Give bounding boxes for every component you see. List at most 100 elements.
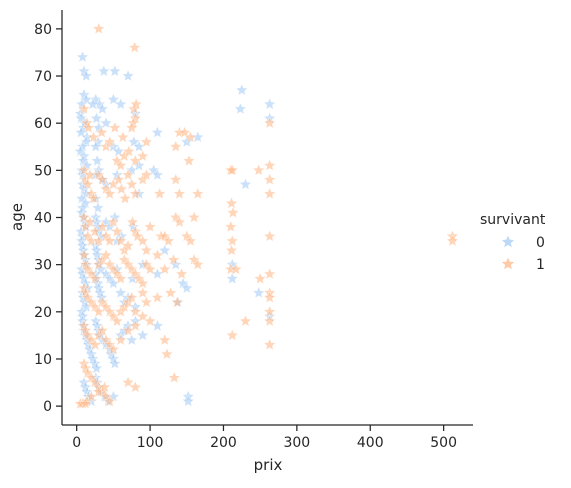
point-survivant-1 — [95, 125, 109, 139]
point-survivant-1 — [252, 163, 266, 176]
point-survivant-1 — [263, 116, 277, 129]
point-survivant-1 — [263, 229, 277, 242]
x-axis-label: prix — [254, 456, 283, 474]
point-survivant-1 — [129, 187, 142, 200]
x-tick-label: 200 — [210, 435, 237, 451]
point-survivant-1 — [140, 168, 153, 181]
point-survivant-1 — [263, 314, 277, 327]
point-survivant-0 — [108, 64, 122, 77]
legend-label-0: 0 — [536, 235, 545, 251]
point-survivant-1 — [129, 305, 142, 318]
point-survivant-0 — [181, 394, 195, 407]
point-survivant-0 — [95, 102, 109, 115]
point-survivant-1 — [92, 22, 106, 35]
point-survivant-0 — [106, 92, 120, 106]
point-survivant-0 — [180, 281, 194, 294]
x-tick-label: 400 — [357, 435, 384, 451]
point-survivant-1 — [95, 323, 109, 337]
point-survivant-1 — [143, 314, 157, 327]
point-survivant-1 — [114, 272, 128, 285]
point-survivant-0 — [235, 83, 249, 96]
point-survivant-1 — [136, 309, 150, 322]
point-survivant-1 — [112, 173, 125, 186]
y-tick-label: 70 — [34, 69, 52, 85]
point-survivant-1 — [191, 257, 205, 271]
point-survivant-0 — [97, 64, 111, 77]
y-tick-label: 30 — [34, 258, 52, 274]
point-survivant-1 — [116, 130, 130, 143]
point-survivant-1 — [263, 267, 277, 280]
point-survivant-1 — [121, 375, 135, 388]
point-survivant-1 — [125, 121, 139, 134]
point-survivant-1 — [129, 97, 143, 110]
point-survivant-1 — [151, 290, 164, 304]
legend-marker-1 — [500, 256, 516, 271]
point-survivant-1 — [88, 272, 102, 285]
legend-title: survivant — [480, 212, 546, 228]
point-survivant-0 — [76, 50, 89, 63]
point-survivant-1 — [263, 338, 277, 351]
point-survivant-1 — [87, 130, 100, 143]
point-survivant-0 — [99, 116, 113, 129]
point-survivant-1 — [108, 121, 122, 134]
point-survivant-1 — [121, 239, 135, 252]
point-survivant-1 — [88, 338, 102, 351]
point-survivant-0 — [125, 333, 139, 346]
point-survivant-1 — [114, 333, 128, 346]
point-survivant-1 — [122, 144, 136, 157]
point-survivant-1 — [173, 187, 186, 200]
point-survivant-0 — [90, 361, 103, 374]
point-survivant-1 — [110, 224, 124, 238]
point-survivant-1 — [77, 248, 91, 261]
point-survivant-0 — [91, 201, 105, 214]
point-survivant-1 — [98, 380, 111, 393]
point-survivant-1 — [95, 173, 109, 186]
point-survivant-1 — [125, 177, 139, 190]
x-tick-label: 100 — [137, 435, 164, 451]
point-survivant-0 — [108, 356, 122, 370]
point-survivant-1 — [225, 328, 239, 341]
point-survivant-0 — [136, 328, 150, 341]
point-survivant-1 — [129, 319, 142, 332]
point-survivant-1 — [143, 262, 157, 275]
point-survivant-1 — [140, 295, 153, 308]
point-survivant-0 — [158, 243, 172, 256]
point-survivant-1 — [263, 173, 277, 186]
point-survivant-1 — [140, 243, 153, 256]
point-survivant-0 — [90, 111, 103, 124]
point-survivant-1 — [136, 286, 150, 299]
point-survivant-1 — [191, 187, 205, 200]
point-survivant-1 — [182, 154, 196, 167]
y-tick-label: 50 — [34, 163, 52, 179]
point-survivant-1 — [446, 234, 459, 247]
point-survivant-1 — [153, 187, 167, 200]
point-survivant-1 — [77, 102, 91, 115]
point-survivant-1 — [103, 394, 117, 407]
y-tick-label: 10 — [34, 352, 52, 368]
point-survivant-1 — [136, 234, 150, 247]
point-survivant-1 — [263, 290, 277, 304]
point-survivant-0 — [121, 69, 135, 82]
point-survivant-0 — [114, 286, 128, 299]
point-survivant-1 — [125, 290, 139, 304]
y-tick-label: 80 — [34, 22, 52, 38]
point-survivant-0 — [263, 97, 277, 110]
point-survivant-1 — [239, 314, 252, 327]
point-survivant-1 — [128, 41, 142, 54]
point-survivant-1 — [226, 206, 240, 219]
point-survivant-1 — [225, 196, 238, 209]
point-survivant-1 — [229, 262, 243, 275]
point-survivant-1 — [103, 135, 117, 148]
point-survivant-1 — [95, 220, 109, 233]
point-survivant-1 — [162, 234, 175, 247]
point-survivant-0 — [151, 125, 164, 139]
x-tick-label: 300 — [283, 435, 310, 451]
point-survivant-1 — [169, 140, 183, 153]
point-survivant-0 — [86, 97, 100, 110]
point-survivant-1 — [79, 397, 92, 410]
point-survivant-1 — [140, 135, 153, 148]
point-survivant-1 — [158, 262, 172, 275]
point-survivant-1 — [129, 380, 142, 393]
point-survivant-1 — [253, 272, 267, 285]
